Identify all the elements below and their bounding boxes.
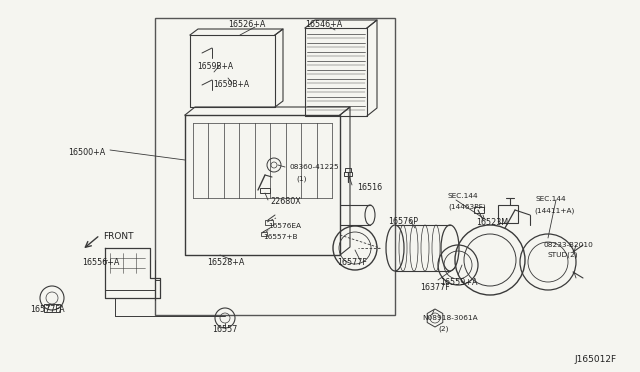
Bar	[260, 188, 270, 193]
Bar	[155, 18, 395, 315]
Text: 16557: 16557	[212, 325, 237, 334]
Text: 16377F: 16377F	[420, 283, 450, 292]
Text: 16500+A: 16500+A	[68, 148, 105, 157]
Bar	[44, 304, 60, 312]
Bar	[261, 232, 267, 236]
Text: (14411+A): (14411+A)	[534, 207, 574, 214]
Text: 08360-41225: 08360-41225	[289, 164, 339, 170]
Text: 08233-B2010: 08233-B2010	[543, 242, 593, 248]
Text: SEC.144: SEC.144	[536, 196, 566, 202]
Text: 16576EA: 16576EA	[268, 223, 301, 229]
Text: SEC.144: SEC.144	[448, 193, 479, 199]
Bar	[498, 205, 518, 223]
Text: FRONT: FRONT	[103, 232, 134, 241]
Text: 1659B+A: 1659B+A	[213, 80, 249, 89]
Text: 16577F: 16577F	[337, 258, 367, 267]
Text: 16516: 16516	[357, 183, 382, 192]
Text: 16559+A: 16559+A	[440, 278, 477, 287]
Text: 16556+A: 16556+A	[82, 258, 120, 267]
Text: (14463PF): (14463PF)	[448, 203, 486, 209]
Text: (2): (2)	[438, 325, 449, 331]
Text: 16528+A: 16528+A	[207, 258, 244, 267]
Text: 16577FA: 16577FA	[30, 305, 65, 314]
Bar	[474, 207, 484, 213]
Text: 1659B+A: 1659B+A	[197, 62, 233, 71]
Text: 16576P: 16576P	[388, 217, 418, 226]
Bar	[265, 220, 273, 225]
Text: J165012F: J165012F	[574, 355, 616, 364]
Text: 16523M: 16523M	[476, 218, 508, 227]
Text: 16526+A: 16526+A	[228, 20, 266, 29]
Text: 16546+A: 16546+A	[305, 20, 342, 29]
Bar	[345, 168, 351, 172]
Text: (1): (1)	[296, 175, 307, 182]
Text: N08918-3061A: N08918-3061A	[422, 315, 477, 321]
Text: STUD(2): STUD(2)	[548, 252, 579, 259]
Text: 22680X: 22680X	[270, 197, 301, 206]
Text: 16557+B: 16557+B	[263, 234, 298, 240]
Bar	[344, 172, 352, 176]
